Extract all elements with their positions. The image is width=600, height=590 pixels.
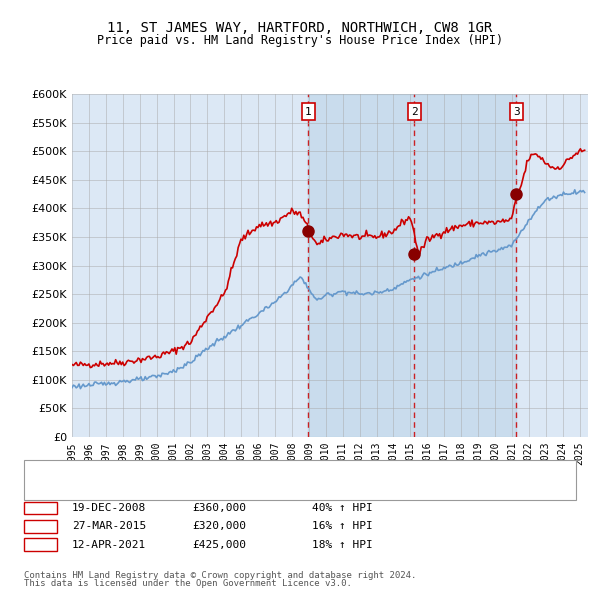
Text: 12-APR-2021: 12-APR-2021 [72,540,146,549]
Text: 18% ↑ HPI: 18% ↑ HPI [312,540,373,549]
Text: £425,000: £425,000 [192,540,246,549]
Text: 1: 1 [37,503,44,513]
Text: 11, ST JAMES WAY, HARTFORD, NORTHWICH, CW8 1GR (detached house): 11, ST JAMES WAY, HARTFORD, NORTHWICH, C… [72,477,466,487]
Text: 3: 3 [513,107,520,116]
Text: 2: 2 [411,107,418,116]
Text: This data is licensed under the Open Government Licence v3.0.: This data is licensed under the Open Gov… [24,579,352,588]
Text: 11, ST JAMES WAY, HARTFORD, NORTHWICH, CW8 1GR: 11, ST JAMES WAY, HARTFORD, NORTHWICH, C… [107,21,493,35]
Text: 40% ↑ HPI: 40% ↑ HPI [312,503,373,513]
Text: Contains HM Land Registry data © Crown copyright and database right 2024.: Contains HM Land Registry data © Crown c… [24,571,416,579]
Text: 16% ↑ HPI: 16% ↑ HPI [312,522,373,531]
Bar [308,94,517,437]
Text: 1: 1 [305,107,312,116]
Text: 2: 2 [37,522,44,531]
Text: HPI: Average price, detached house, Cheshire West and Chester: HPI: Average price, detached house, Ches… [72,488,453,497]
Text: £320,000: £320,000 [192,522,246,531]
Text: 27-MAR-2015: 27-MAR-2015 [72,522,146,531]
Text: £360,000: £360,000 [192,503,246,513]
Text: 19-DEC-2008: 19-DEC-2008 [72,503,146,513]
Text: Price paid vs. HM Land Registry's House Price Index (HPI): Price paid vs. HM Land Registry's House … [97,34,503,47]
Text: 3: 3 [37,540,44,549]
